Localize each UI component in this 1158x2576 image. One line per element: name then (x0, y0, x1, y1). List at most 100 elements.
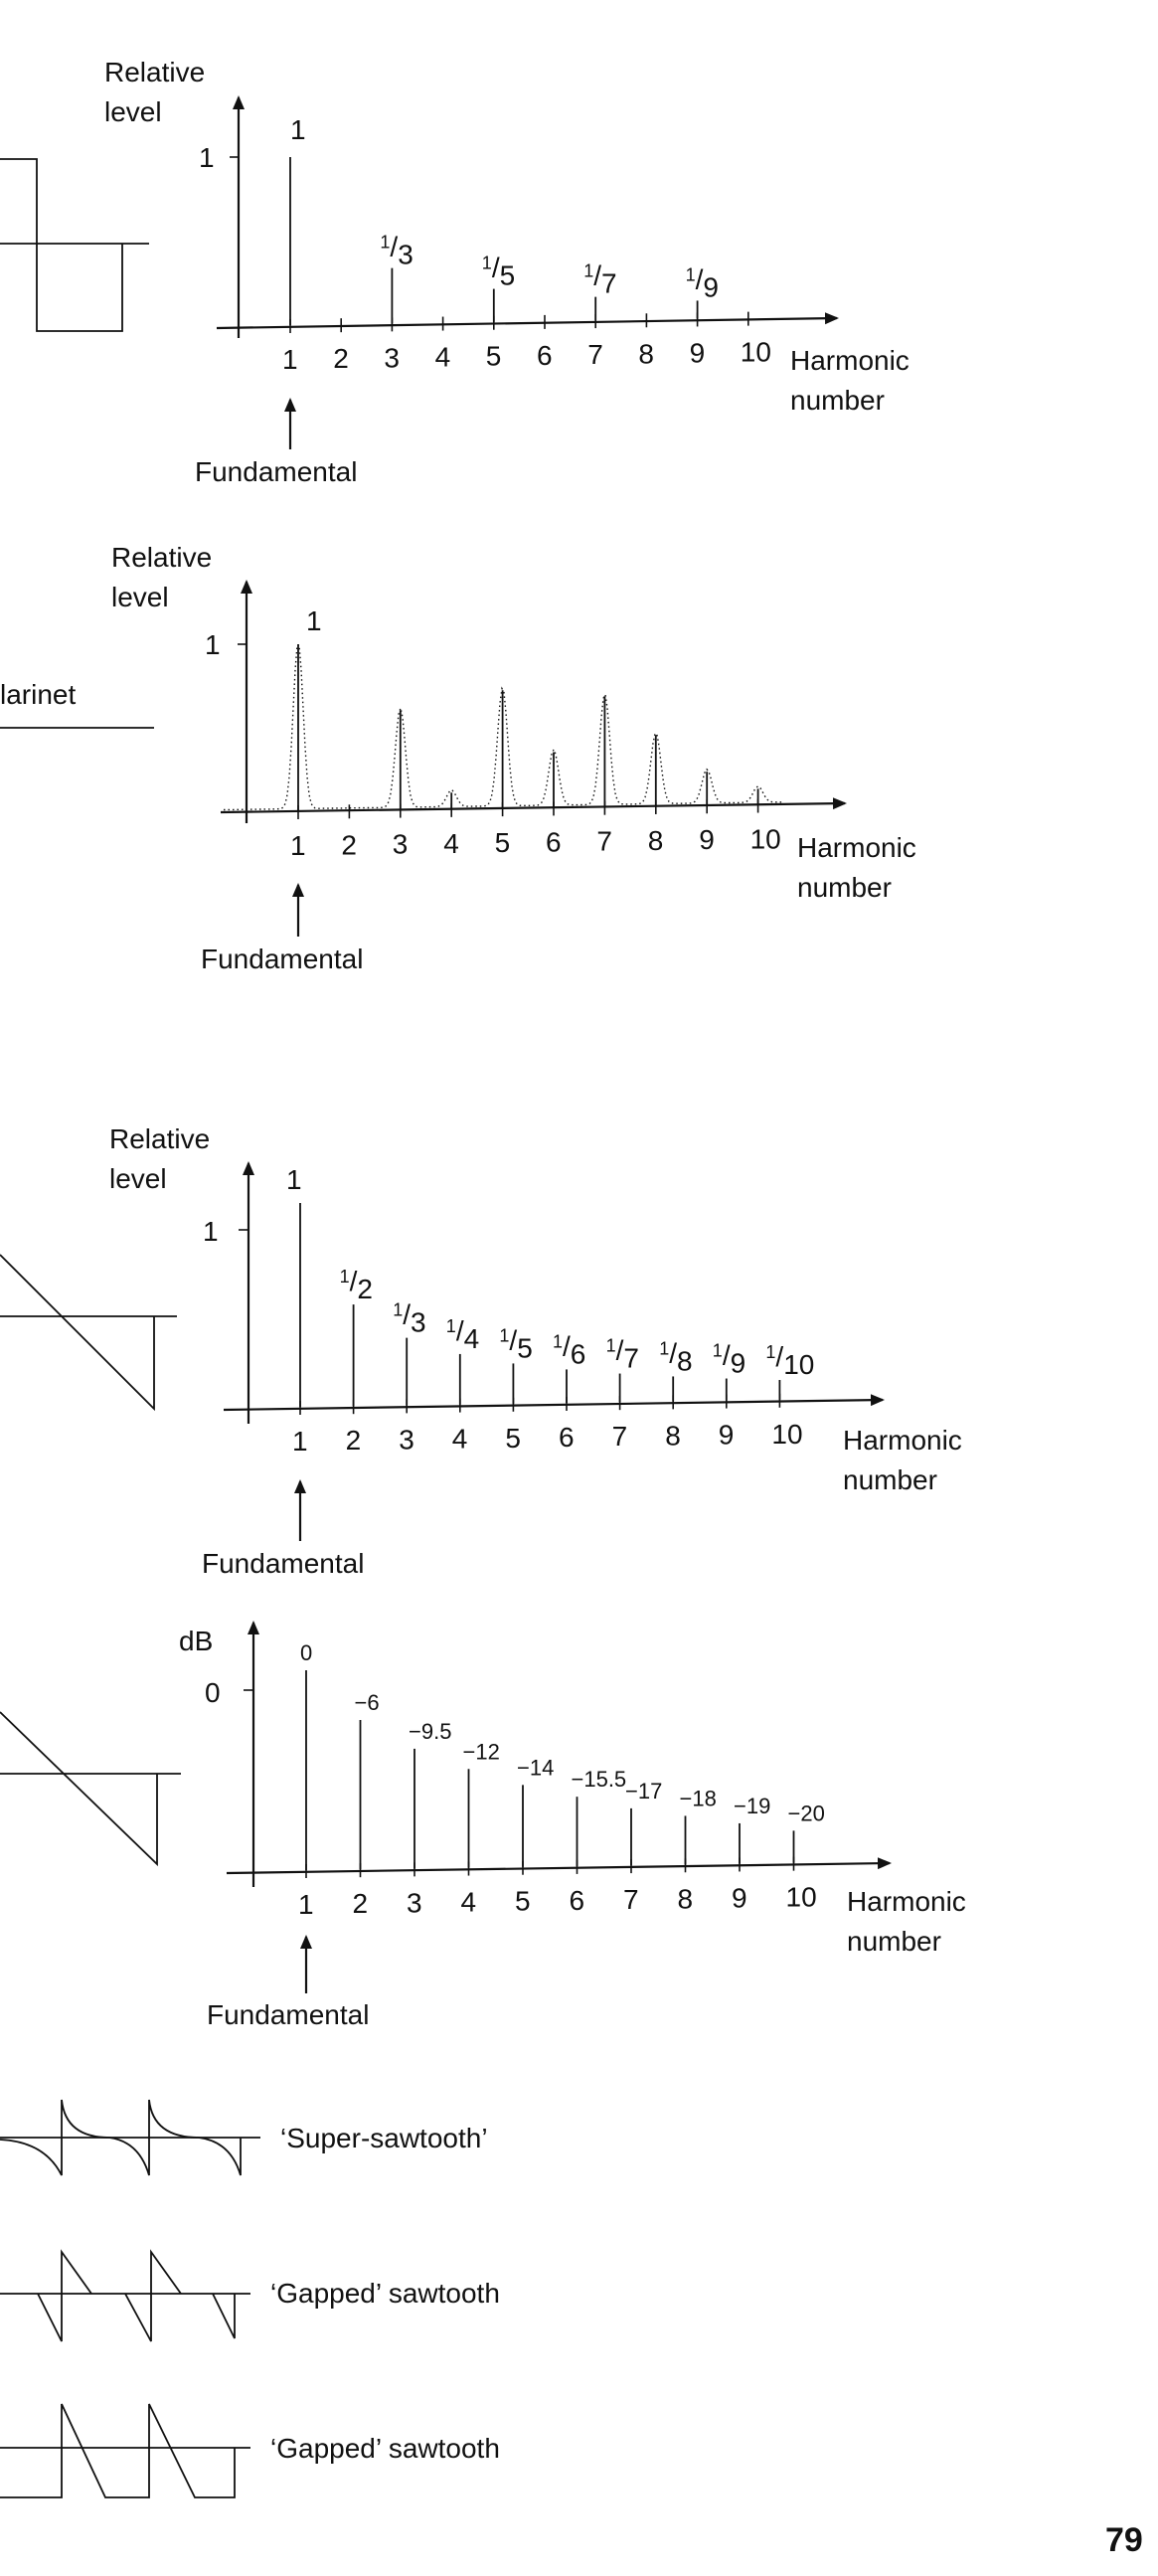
x-tick-label: 2 (346, 1425, 362, 1456)
bar-label: −9.5 (409, 1719, 451, 1744)
bar-label: −17 (625, 1779, 662, 1803)
x-axis (220, 797, 847, 814)
bar-label: −19 (734, 1794, 770, 1818)
x-tick-label: 7 (587, 339, 603, 370)
bar-label: −15.5 (572, 1767, 627, 1792)
fundamental-label: Fundamental (207, 1999, 369, 2030)
bar-label: 1/3 (393, 1299, 425, 1338)
x-tick-label: 9 (690, 337, 706, 368)
gapped-sawtooth-waveform-1: ‘Gapped’ sawtooth (0, 2249, 500, 2342)
bar-label: 1 (290, 114, 306, 145)
x-tick-label: 10 (771, 1419, 802, 1450)
x-tick-label: 7 (596, 826, 612, 857)
y-axis-label-2: level (104, 96, 162, 127)
x-tick-label: 1 (290, 830, 306, 861)
page-number: 79 (1105, 2521, 1143, 2559)
x-axis-label: Harmonic (847, 1886, 966, 1917)
x-tick-label: 5 (515, 1886, 531, 1917)
x-axis-label: Harmonic (797, 832, 916, 863)
bar-label: −6 (355, 1690, 380, 1715)
x-tick-label: 3 (407, 1887, 422, 1918)
x-tick-label: 7 (623, 1884, 639, 1915)
spectrum-curve (224, 644, 785, 811)
x-tick-label: 3 (393, 829, 409, 860)
x-axis-label-2: number (843, 1464, 937, 1495)
y-axis-label: Relative (104, 57, 205, 87)
bar-label: 1/8 (659, 1337, 692, 1376)
x-tick-label: 10 (750, 824, 781, 855)
x-tick-label: 1 (282, 344, 298, 375)
x-axis-label: Harmonic (790, 345, 910, 376)
x-tick-label: 5 (495, 827, 511, 858)
bar-label: 1/9 (713, 1340, 745, 1379)
x-tick-label: 9 (699, 824, 715, 855)
bar-label: −20 (788, 1801, 825, 1825)
peak-label: 1 (306, 605, 322, 636)
x-tick-label: 4 (435, 342, 451, 373)
y-tick-label: 0 (205, 1677, 221, 1708)
y-tick-label: 1 (199, 142, 215, 173)
x-axis (223, 1394, 885, 1412)
y-tick-label: 1 (203, 1216, 219, 1247)
x-tick-label: 3 (399, 1424, 414, 1455)
y-axis-label: Relative (109, 1123, 210, 1154)
x-tick-label: 2 (333, 343, 349, 374)
x-tick-label: 6 (546, 826, 562, 857)
x-tick-label: 6 (559, 1422, 575, 1453)
x-tick-label: 8 (665, 1420, 681, 1451)
square-waveform (0, 158, 149, 332)
x-tick-label: 4 (443, 828, 459, 859)
y-axis-label-2: level (109, 1163, 167, 1194)
x-tick-label: 2 (353, 1888, 369, 1919)
x-tick-label: 7 (612, 1421, 628, 1452)
y-tick-label: 1 (205, 629, 221, 660)
x-tick-label: 5 (486, 341, 502, 372)
x-tick-label: 10 (741, 337, 771, 368)
bar-label: 1/9 (686, 263, 719, 302)
bar-label: 1/4 (446, 1315, 479, 1354)
waveform-caption: ‘Gapped’ sawtooth (270, 2278, 500, 2309)
bar-label: 1/3 (380, 232, 413, 270)
x-tick-label: 4 (452, 1424, 468, 1455)
x-tick-label: 3 (384, 342, 400, 373)
gapped-sawtooth-waveform-2: ‘Gapped’ sawtooth (0, 2403, 500, 2498)
x-tick-label: 1 (292, 1426, 308, 1457)
sawtooth-waveform-2 (0, 1711, 181, 1867)
bar-label: 1/2 (340, 1266, 373, 1304)
chart-sawtooth-spectrum: 1 Relative level 1 2 3 4 5 6 7 8 9 10 1 1/2 1/3 1/4 1… (109, 1123, 962, 1579)
fundamental-label: Fundamental (201, 944, 363, 974)
waveform-caption: ‘Super-sawtooth’ (280, 2123, 488, 2153)
x-tick-label: 8 (648, 825, 664, 856)
x-tick-label: 8 (678, 1883, 694, 1914)
chart-clarinet-spectrum: 1 Relative level 1 2 3 4 5 6 7 8 9 10 1 Harmonic … (111, 542, 916, 974)
x-axis (226, 1857, 892, 1875)
x-tick-label: 4 (461, 1887, 477, 1918)
x-tick-label: 1 (298, 1889, 314, 1920)
bar-label: 1/5 (482, 253, 515, 291)
waveform-caption: ‘Gapped’ sawtooth (270, 2433, 500, 2464)
x-tick-label: 5 (505, 1423, 521, 1454)
x-axis-label: Harmonic (843, 1425, 962, 1456)
sawtooth-waveform-1 (0, 1254, 177, 1412)
bar-label: 1 (286, 1164, 302, 1195)
bar-label: 1/6 (553, 1330, 585, 1369)
bar-label: −18 (680, 1786, 717, 1810)
bar-label: 1/5 (499, 1324, 532, 1363)
x-tick-label: 6 (537, 340, 553, 371)
chart-square-spectrum: 1 Relative level 1 2 3 4 5 6 7 8 9 10 1 1/3 1/5 1/7 1… (104, 57, 910, 487)
bar-label: −14 (517, 1755, 554, 1780)
bar-label: 1/7 (606, 1335, 639, 1374)
x-tick-label: 9 (732, 1882, 747, 1913)
bar-label: 1/10 (765, 1341, 814, 1380)
x-axis-label-2: number (797, 872, 892, 903)
bar-label: −12 (463, 1739, 500, 1764)
y-axis-label: dB (179, 1626, 213, 1656)
x-tick-label: 9 (719, 1420, 735, 1451)
super-sawtooth-waveform: ‘Super-sawtooth’ (0, 2099, 488, 2176)
x-axis-label-2: number (847, 1926, 941, 1957)
chart-sawtooth-db-spectrum: 0 dB 1 2 3 4 5 6 7 8 9 10 0 −6 −9.5 −12 −14 −15.5−17 −1… (179, 1621, 966, 2030)
clarinet-label: larinet (0, 679, 76, 710)
x-axis (216, 312, 839, 330)
y-axis-label-2: level (111, 582, 169, 612)
